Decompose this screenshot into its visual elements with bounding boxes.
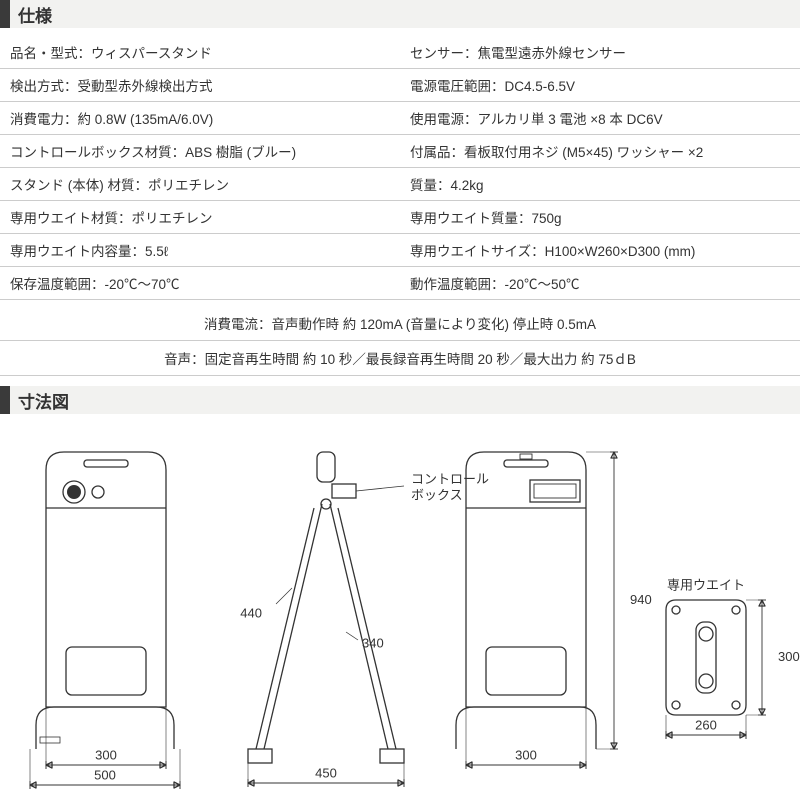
spec-cell: 検出方式：受動型赤外線検出方式 (0, 69, 400, 102)
spec-cell: コントロールボックス材質：ABS 樹脂 (ブルー) (0, 135, 400, 168)
spec-cell: 動作温度範囲：-20℃〜50℃ (400, 267, 800, 300)
dim-header: 寸法図 (0, 386, 800, 414)
diagram-area: 300 500 コントロールボックス 440 340 450 940 300 専用ウエイト 300… (0, 422, 800, 800)
spec-cell: 消費電力：約 0.8W (135mA/6.0V) (0, 102, 400, 135)
spec-cell: 付属品：看板取付用ネジ (M5×45) ワッシャー ×2 (400, 135, 800, 168)
spec-cell: 専用ウエイト内容量：5.5ℓ (0, 234, 400, 267)
spec-title: 仕様 (10, 2, 52, 27)
svg-text:340: 340 (362, 635, 384, 650)
svg-text:専用ウエイト: 専用ウエイト (667, 577, 745, 592)
svg-text:ボックス: ボックス (411, 487, 463, 502)
svg-text:440: 440 (240, 605, 262, 620)
svg-text:450: 450 (315, 765, 337, 780)
spec-cell: センサー：焦電型遠赤外線センサー (400, 36, 800, 69)
dim-title: 寸法図 (10, 388, 69, 413)
spec-cell: 専用ウエイトサイズ：H100×W260×D300 (mm) (400, 234, 800, 267)
spec-cell: 使用電源：アルカリ単 3 電池 ×8 本 DC6V (400, 102, 800, 135)
spec-table: 品名・型式：ウィスパースタンドセンサー：焦電型遠赤外線センサー検出方式：受動型赤… (0, 36, 800, 300)
spec-header: 仕様 (0, 0, 800, 28)
spec-cell: 専用ウエイト質量：750g (400, 201, 800, 234)
spec-cell: 電源電圧範囲：DC4.5-6.5V (400, 69, 800, 102)
spec-cell: 専用ウエイト材質：ポリエチレン (0, 201, 400, 234)
svg-text:300: 300 (778, 649, 800, 664)
dimension-drawings: 300500コントロールボックス440340450940300専用ウエイト300… (6, 440, 794, 800)
svg-text:260: 260 (695, 717, 717, 732)
spec-full-row: 消費電流：音声動作時 約 120mA (音量により変化) 停止時 0.5mA (0, 306, 800, 341)
spec-cell: 品名・型式：ウィスパースタンド (0, 36, 400, 69)
spec-cell: 質量：4.2kg (400, 168, 800, 201)
spec-cell: 保存温度範囲：-20℃〜70℃ (0, 267, 400, 300)
svg-text:500: 500 (94, 767, 116, 782)
svg-text:300: 300 (515, 747, 537, 762)
spec-cell: スタンド (本体) 材質：ポリエチレン (0, 168, 400, 201)
header-bar-icon (0, 0, 10, 28)
header-bar-icon (0, 386, 10, 414)
svg-text:940: 940 (630, 592, 652, 607)
svg-text:300: 300 (95, 747, 117, 762)
spec-full-row: 音声：固定音再生時間 約 10 秒／最長録音再生時間 20 秒／最大出力 約 7… (0, 341, 800, 376)
svg-text:コントロール: コントロール (411, 471, 489, 486)
